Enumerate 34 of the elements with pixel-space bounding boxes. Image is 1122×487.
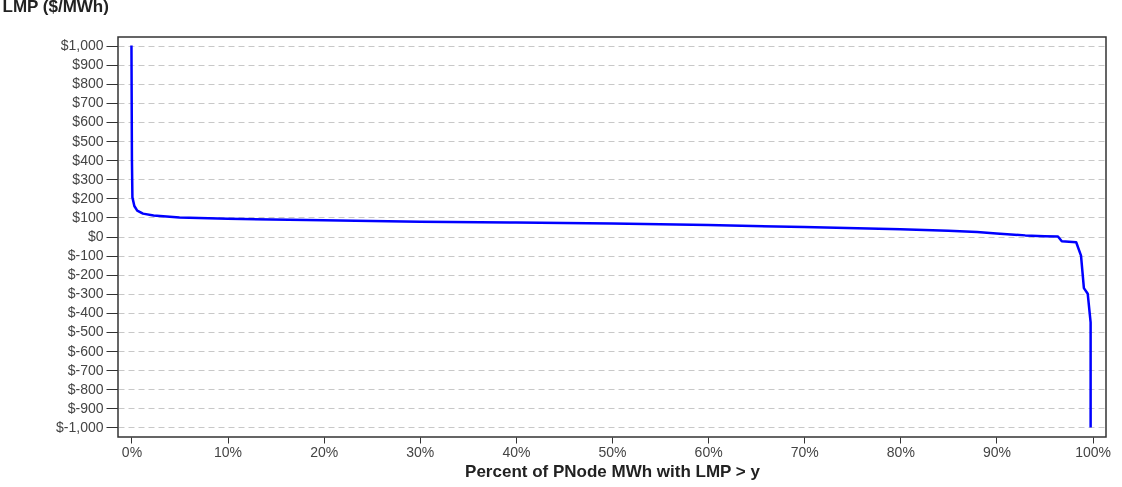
- y-tick-label: $-400: [67, 304, 104, 321]
- x-tick-label: 90%: [982, 443, 1011, 460]
- y-tick-label: $-200: [67, 266, 104, 283]
- x-tick-label: 80%: [886, 443, 915, 460]
- y-tick-label: $-300: [67, 285, 104, 302]
- x-tick-label: 40%: [502, 443, 531, 460]
- x-tick-label: 0%: [121, 443, 143, 460]
- x-tick-label: 30%: [406, 443, 435, 460]
- x-tick-label: 50%: [598, 443, 627, 460]
- y-tick-label: $800: [72, 75, 104, 92]
- y-tick-label: $1,000: [60, 37, 104, 54]
- y-tick-label: $200: [72, 189, 104, 206]
- x-tick-label: 10%: [214, 443, 243, 460]
- y-tick-label: $400: [72, 151, 104, 168]
- x-tick-label: 100%: [1075, 443, 1111, 460]
- y-tick-label: $-600: [67, 342, 104, 359]
- x-tick-label: 20%: [310, 443, 339, 460]
- y-tick-label: $-1,000: [56, 418, 104, 435]
- y-tick-label: $700: [72, 94, 104, 111]
- y-tick-label: $-100: [67, 247, 104, 264]
- y-tick-label: $600: [72, 113, 104, 130]
- y-tick-label: $-500: [67, 323, 104, 340]
- y-tick-label: $500: [72, 132, 104, 149]
- y-tick-label: $900: [72, 56, 104, 73]
- y-tick-label: $-700: [67, 361, 104, 378]
- y-tick-label: $100: [72, 208, 104, 225]
- line-series: [130, 44, 1092, 429]
- x-tick-label: 60%: [694, 443, 723, 460]
- x-tick-label: 70%: [790, 443, 819, 460]
- y-tick-label: $300: [72, 170, 104, 187]
- y-tick-label: $0: [87, 228, 104, 245]
- y-tick-label: $-800: [67, 380, 104, 397]
- x-axis-title: Percent of PNode MWh with LMP > y: [465, 461, 761, 481]
- y-tick-label: $-900: [67, 399, 104, 416]
